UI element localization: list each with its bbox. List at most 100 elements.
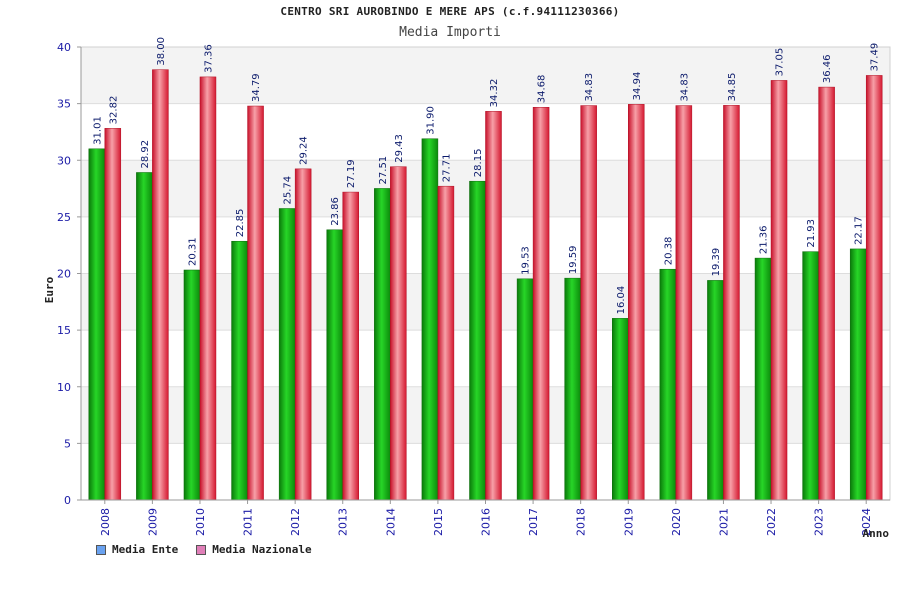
- bar-nazionale-2008: [104, 128, 122, 501]
- x-axis-title: Anno: [863, 527, 890, 540]
- legend-item-nazionale: Media Nazionale: [196, 543, 312, 556]
- value-label-ente-2018: 19.59: [568, 246, 579, 275]
- bar-ente-2020: [659, 268, 677, 501]
- x-tick-label-2020: 2020: [670, 508, 683, 536]
- x-tick-label-2018: 2018: [575, 508, 588, 536]
- bar-nazionale-2012: [294, 168, 312, 501]
- x-tick-label-2024: 2024: [860, 508, 873, 536]
- value-label-ente-2021: 19.39: [711, 248, 722, 277]
- value-label-ente-2024: 22.17: [854, 216, 865, 245]
- legend: Media Ente Media Nazionale: [96, 543, 312, 556]
- bar-ente-2024: [849, 248, 867, 501]
- value-label-ente-2008: 31.01: [92, 116, 103, 145]
- y-tick-label: 5: [64, 437, 71, 450]
- x-tick-label-2009: 2009: [146, 508, 159, 536]
- value-label-nazionale-2012: 29.24: [299, 136, 310, 165]
- y-tick-label: 30: [57, 154, 71, 167]
- y-tick-label: 25: [57, 211, 71, 224]
- x-tick-label-2013: 2013: [337, 508, 350, 536]
- bar-nazionale-2016: [485, 111, 502, 501]
- x-tick-label-2017: 2017: [527, 508, 540, 536]
- value-label-nazionale-2015: 27.71: [441, 154, 452, 183]
- value-label-nazionale-2013: 27.19: [346, 159, 357, 188]
- bar-nazionale-2024: [865, 75, 883, 501]
- bar-nazionale-2023: [818, 86, 835, 501]
- value-label-nazionale-2016: 34.32: [489, 79, 500, 108]
- bar-ente-2015: [421, 138, 439, 501]
- x-tick-label-2021: 2021: [717, 508, 730, 536]
- value-label-ente-2013: 23.86: [330, 197, 341, 226]
- legend-item-ente: Media Ente: [96, 543, 178, 556]
- legend-swatch-nazionale: [196, 544, 207, 555]
- bar-nazionale-2018: [580, 105, 597, 501]
- bar-nazionale-2013: [342, 191, 359, 501]
- value-label-ente-2014: 27.51: [378, 156, 389, 185]
- value-label-ente-2023: 21.93: [806, 219, 817, 248]
- bar-ente-2014: [374, 188, 391, 501]
- bar-ente-2013: [326, 229, 343, 501]
- value-label-ente-2020: 20.38: [663, 237, 674, 266]
- value-label-ente-2015: 31.90: [425, 106, 436, 135]
- value-label-nazionale-2008: 32.82: [108, 96, 119, 125]
- bar-nazionale-2022: [770, 80, 788, 501]
- bar-ente-2021: [707, 280, 724, 501]
- y-tick-label: 20: [57, 268, 71, 281]
- bar-ente-2023: [802, 251, 819, 501]
- value-label-ente-2010: 20.31: [187, 237, 198, 266]
- chart-subtitle: Media Importi: [399, 25, 501, 40]
- value-label-ente-2022: 21.36: [759, 225, 770, 254]
- value-label-nazionale-2009: 38.00: [156, 37, 167, 66]
- bar-ente-2012: [278, 208, 296, 501]
- x-tick-label-2019: 2019: [622, 508, 635, 536]
- bar-ente-2011: [231, 240, 248, 501]
- value-label-ente-2012: 25.74: [283, 176, 294, 205]
- value-label-ente-2009: 28.92: [140, 140, 151, 169]
- chart-title: CENTRO SRI AUROBINDO E MERE APS (c.f.941…: [280, 5, 620, 18]
- value-label-nazionale-2020: 34.83: [679, 73, 690, 102]
- y-tick-label: 0: [64, 494, 71, 507]
- bar-nazionale-2010: [199, 76, 217, 501]
- value-label-nazionale-2010: 37.36: [203, 44, 214, 73]
- value-label-nazionale-2021: 34.85: [727, 73, 738, 102]
- value-label-ente-2019: 16.04: [616, 286, 627, 315]
- value-label-ente-2011: 22.85: [235, 209, 246, 238]
- x-tick-label-2016: 2016: [480, 508, 493, 536]
- value-label-nazionale-2018: 34.83: [584, 73, 595, 102]
- x-tick-label-2008: 2008: [99, 508, 112, 536]
- bar-ente-2010: [183, 269, 201, 501]
- x-tick-label-2012: 2012: [289, 508, 302, 536]
- y-tick-label: 40: [57, 41, 71, 54]
- bar-ente-2019: [612, 318, 629, 501]
- bar-ente-2008: [88, 148, 106, 501]
- bar-ente-2016: [469, 180, 486, 501]
- value-label-ente-2016: 28.15: [473, 149, 484, 178]
- bar-nazionale-2020: [675, 105, 693, 501]
- bar-ente-2009: [136, 172, 153, 501]
- legend-swatch-ente: [96, 544, 106, 555]
- value-label-nazionale-2024: 37.49: [870, 43, 881, 72]
- x-tick-label-2011: 2011: [242, 508, 255, 536]
- bar-nazionale-2009: [152, 69, 169, 501]
- bar-ente-2022: [754, 257, 772, 501]
- bar-nazionale-2014: [390, 166, 407, 501]
- value-label-ente-2017: 19.53: [521, 246, 532, 275]
- value-label-nazionale-2017: 34.68: [537, 75, 548, 104]
- x-tick-label-2022: 2022: [765, 508, 778, 536]
- value-label-nazionale-2023: 36.46: [822, 54, 833, 83]
- x-tick-label-2010: 2010: [194, 508, 207, 536]
- y-axis-title: Euro: [43, 276, 56, 303]
- bar-nazionale-2011: [247, 105, 264, 501]
- y-tick-label: 35: [57, 98, 71, 111]
- y-tick-label: 15: [57, 324, 71, 337]
- bar-ente-2017: [516, 278, 534, 501]
- value-label-nazionale-2019: 34.94: [632, 72, 643, 101]
- legend-label-ente: Media Ente: [112, 543, 179, 556]
- value-label-nazionale-2022: 37.05: [775, 48, 786, 77]
- x-tick-label-2014: 2014: [384, 508, 397, 536]
- bar-nazionale-2019: [628, 104, 645, 501]
- bar-nazionale-2015: [437, 185, 455, 501]
- x-tick-label-2015: 2015: [432, 508, 445, 536]
- value-label-nazionale-2014: 29.43: [394, 134, 405, 163]
- bar-ente-2018: [564, 277, 581, 501]
